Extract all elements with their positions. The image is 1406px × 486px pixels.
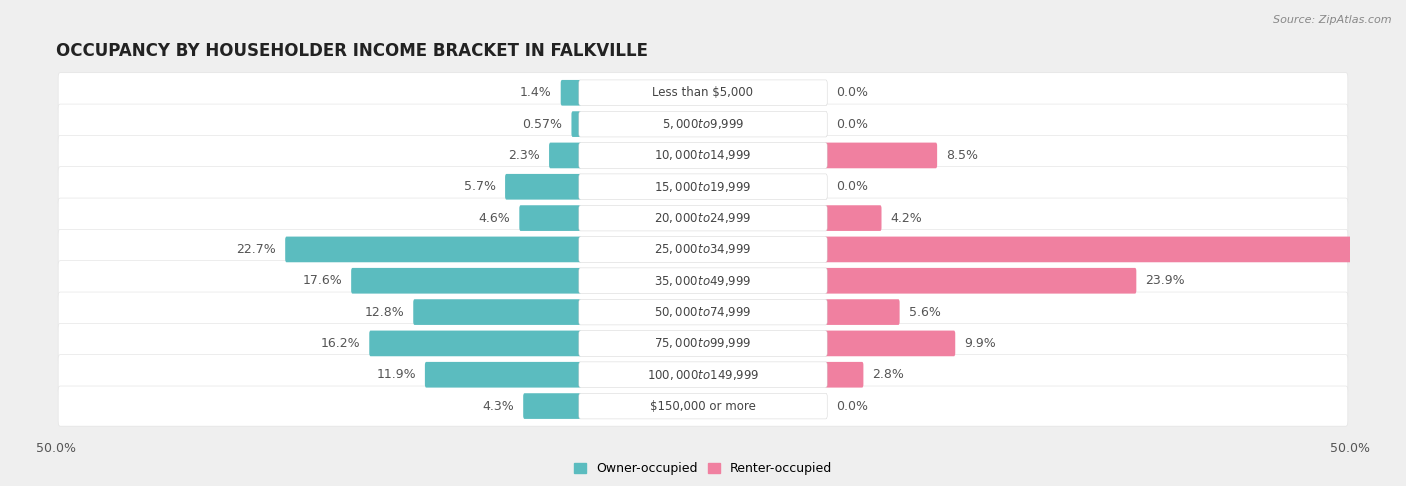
FancyBboxPatch shape xyxy=(824,268,1136,294)
FancyBboxPatch shape xyxy=(58,167,1348,207)
Text: Source: ZipAtlas.com: Source: ZipAtlas.com xyxy=(1274,15,1392,25)
FancyBboxPatch shape xyxy=(58,73,1348,113)
FancyBboxPatch shape xyxy=(505,174,582,200)
Text: $5,000 to $9,999: $5,000 to $9,999 xyxy=(662,117,744,131)
Text: $100,000 to $149,999: $100,000 to $149,999 xyxy=(647,368,759,382)
Text: $15,000 to $19,999: $15,000 to $19,999 xyxy=(654,180,752,194)
FancyBboxPatch shape xyxy=(579,142,827,168)
FancyBboxPatch shape xyxy=(579,237,827,262)
FancyBboxPatch shape xyxy=(579,299,827,325)
FancyBboxPatch shape xyxy=(824,330,955,356)
Text: 9.9%: 9.9% xyxy=(965,337,995,350)
FancyBboxPatch shape xyxy=(579,80,827,105)
FancyBboxPatch shape xyxy=(352,268,582,294)
FancyBboxPatch shape xyxy=(370,330,582,356)
FancyBboxPatch shape xyxy=(579,362,827,388)
FancyBboxPatch shape xyxy=(824,205,882,231)
Text: 0.0%: 0.0% xyxy=(837,118,869,131)
FancyBboxPatch shape xyxy=(579,205,827,231)
FancyBboxPatch shape xyxy=(824,362,863,388)
Legend: Owner-occupied, Renter-occupied: Owner-occupied, Renter-occupied xyxy=(568,457,838,481)
Text: 0.0%: 0.0% xyxy=(837,399,869,413)
FancyBboxPatch shape xyxy=(824,237,1406,262)
FancyBboxPatch shape xyxy=(285,237,582,262)
Text: $25,000 to $34,999: $25,000 to $34,999 xyxy=(654,243,752,257)
Text: 17.6%: 17.6% xyxy=(302,274,342,287)
Text: Less than $5,000: Less than $5,000 xyxy=(652,87,754,99)
FancyBboxPatch shape xyxy=(58,292,1348,332)
Text: 0.0%: 0.0% xyxy=(837,87,869,99)
Text: 0.57%: 0.57% xyxy=(523,118,562,131)
FancyBboxPatch shape xyxy=(58,229,1348,269)
FancyBboxPatch shape xyxy=(425,362,582,388)
Text: $20,000 to $24,999: $20,000 to $24,999 xyxy=(654,211,752,225)
Text: 5.7%: 5.7% xyxy=(464,180,496,193)
Text: 12.8%: 12.8% xyxy=(364,306,404,319)
Text: $35,000 to $49,999: $35,000 to $49,999 xyxy=(654,274,752,288)
FancyBboxPatch shape xyxy=(58,323,1348,364)
FancyBboxPatch shape xyxy=(58,104,1348,144)
FancyBboxPatch shape xyxy=(579,174,827,200)
FancyBboxPatch shape xyxy=(58,198,1348,238)
FancyBboxPatch shape xyxy=(523,393,582,419)
Text: 16.2%: 16.2% xyxy=(321,337,360,350)
FancyBboxPatch shape xyxy=(579,330,827,356)
Text: $75,000 to $99,999: $75,000 to $99,999 xyxy=(654,336,752,350)
FancyBboxPatch shape xyxy=(519,205,582,231)
Text: 5.6%: 5.6% xyxy=(908,306,941,319)
FancyBboxPatch shape xyxy=(579,393,827,419)
Text: 11.9%: 11.9% xyxy=(377,368,416,381)
Text: $50,000 to $74,999: $50,000 to $74,999 xyxy=(654,305,752,319)
FancyBboxPatch shape xyxy=(571,111,582,137)
FancyBboxPatch shape xyxy=(561,80,582,105)
Text: $150,000 or more: $150,000 or more xyxy=(650,399,756,413)
Text: $10,000 to $14,999: $10,000 to $14,999 xyxy=(654,148,752,162)
FancyBboxPatch shape xyxy=(58,136,1348,175)
Text: 4.6%: 4.6% xyxy=(478,211,510,225)
Text: 22.7%: 22.7% xyxy=(236,243,276,256)
Text: 1.4%: 1.4% xyxy=(520,87,551,99)
Text: OCCUPANCY BY HOUSEHOLDER INCOME BRACKET IN FALKVILLE: OCCUPANCY BY HOUSEHOLDER INCOME BRACKET … xyxy=(56,42,648,60)
FancyBboxPatch shape xyxy=(824,299,900,325)
FancyBboxPatch shape xyxy=(579,268,827,294)
Text: 4.2%: 4.2% xyxy=(890,211,922,225)
Text: 0.0%: 0.0% xyxy=(837,180,869,193)
FancyBboxPatch shape xyxy=(58,260,1348,301)
Text: 2.3%: 2.3% xyxy=(508,149,540,162)
FancyBboxPatch shape xyxy=(579,111,827,137)
FancyBboxPatch shape xyxy=(824,142,938,168)
FancyBboxPatch shape xyxy=(58,355,1348,395)
FancyBboxPatch shape xyxy=(58,386,1348,426)
Text: 23.9%: 23.9% xyxy=(1146,274,1185,287)
FancyBboxPatch shape xyxy=(550,142,582,168)
Text: 4.3%: 4.3% xyxy=(482,399,515,413)
Text: 2.8%: 2.8% xyxy=(873,368,904,381)
FancyBboxPatch shape xyxy=(413,299,582,325)
Text: 8.5%: 8.5% xyxy=(946,149,979,162)
